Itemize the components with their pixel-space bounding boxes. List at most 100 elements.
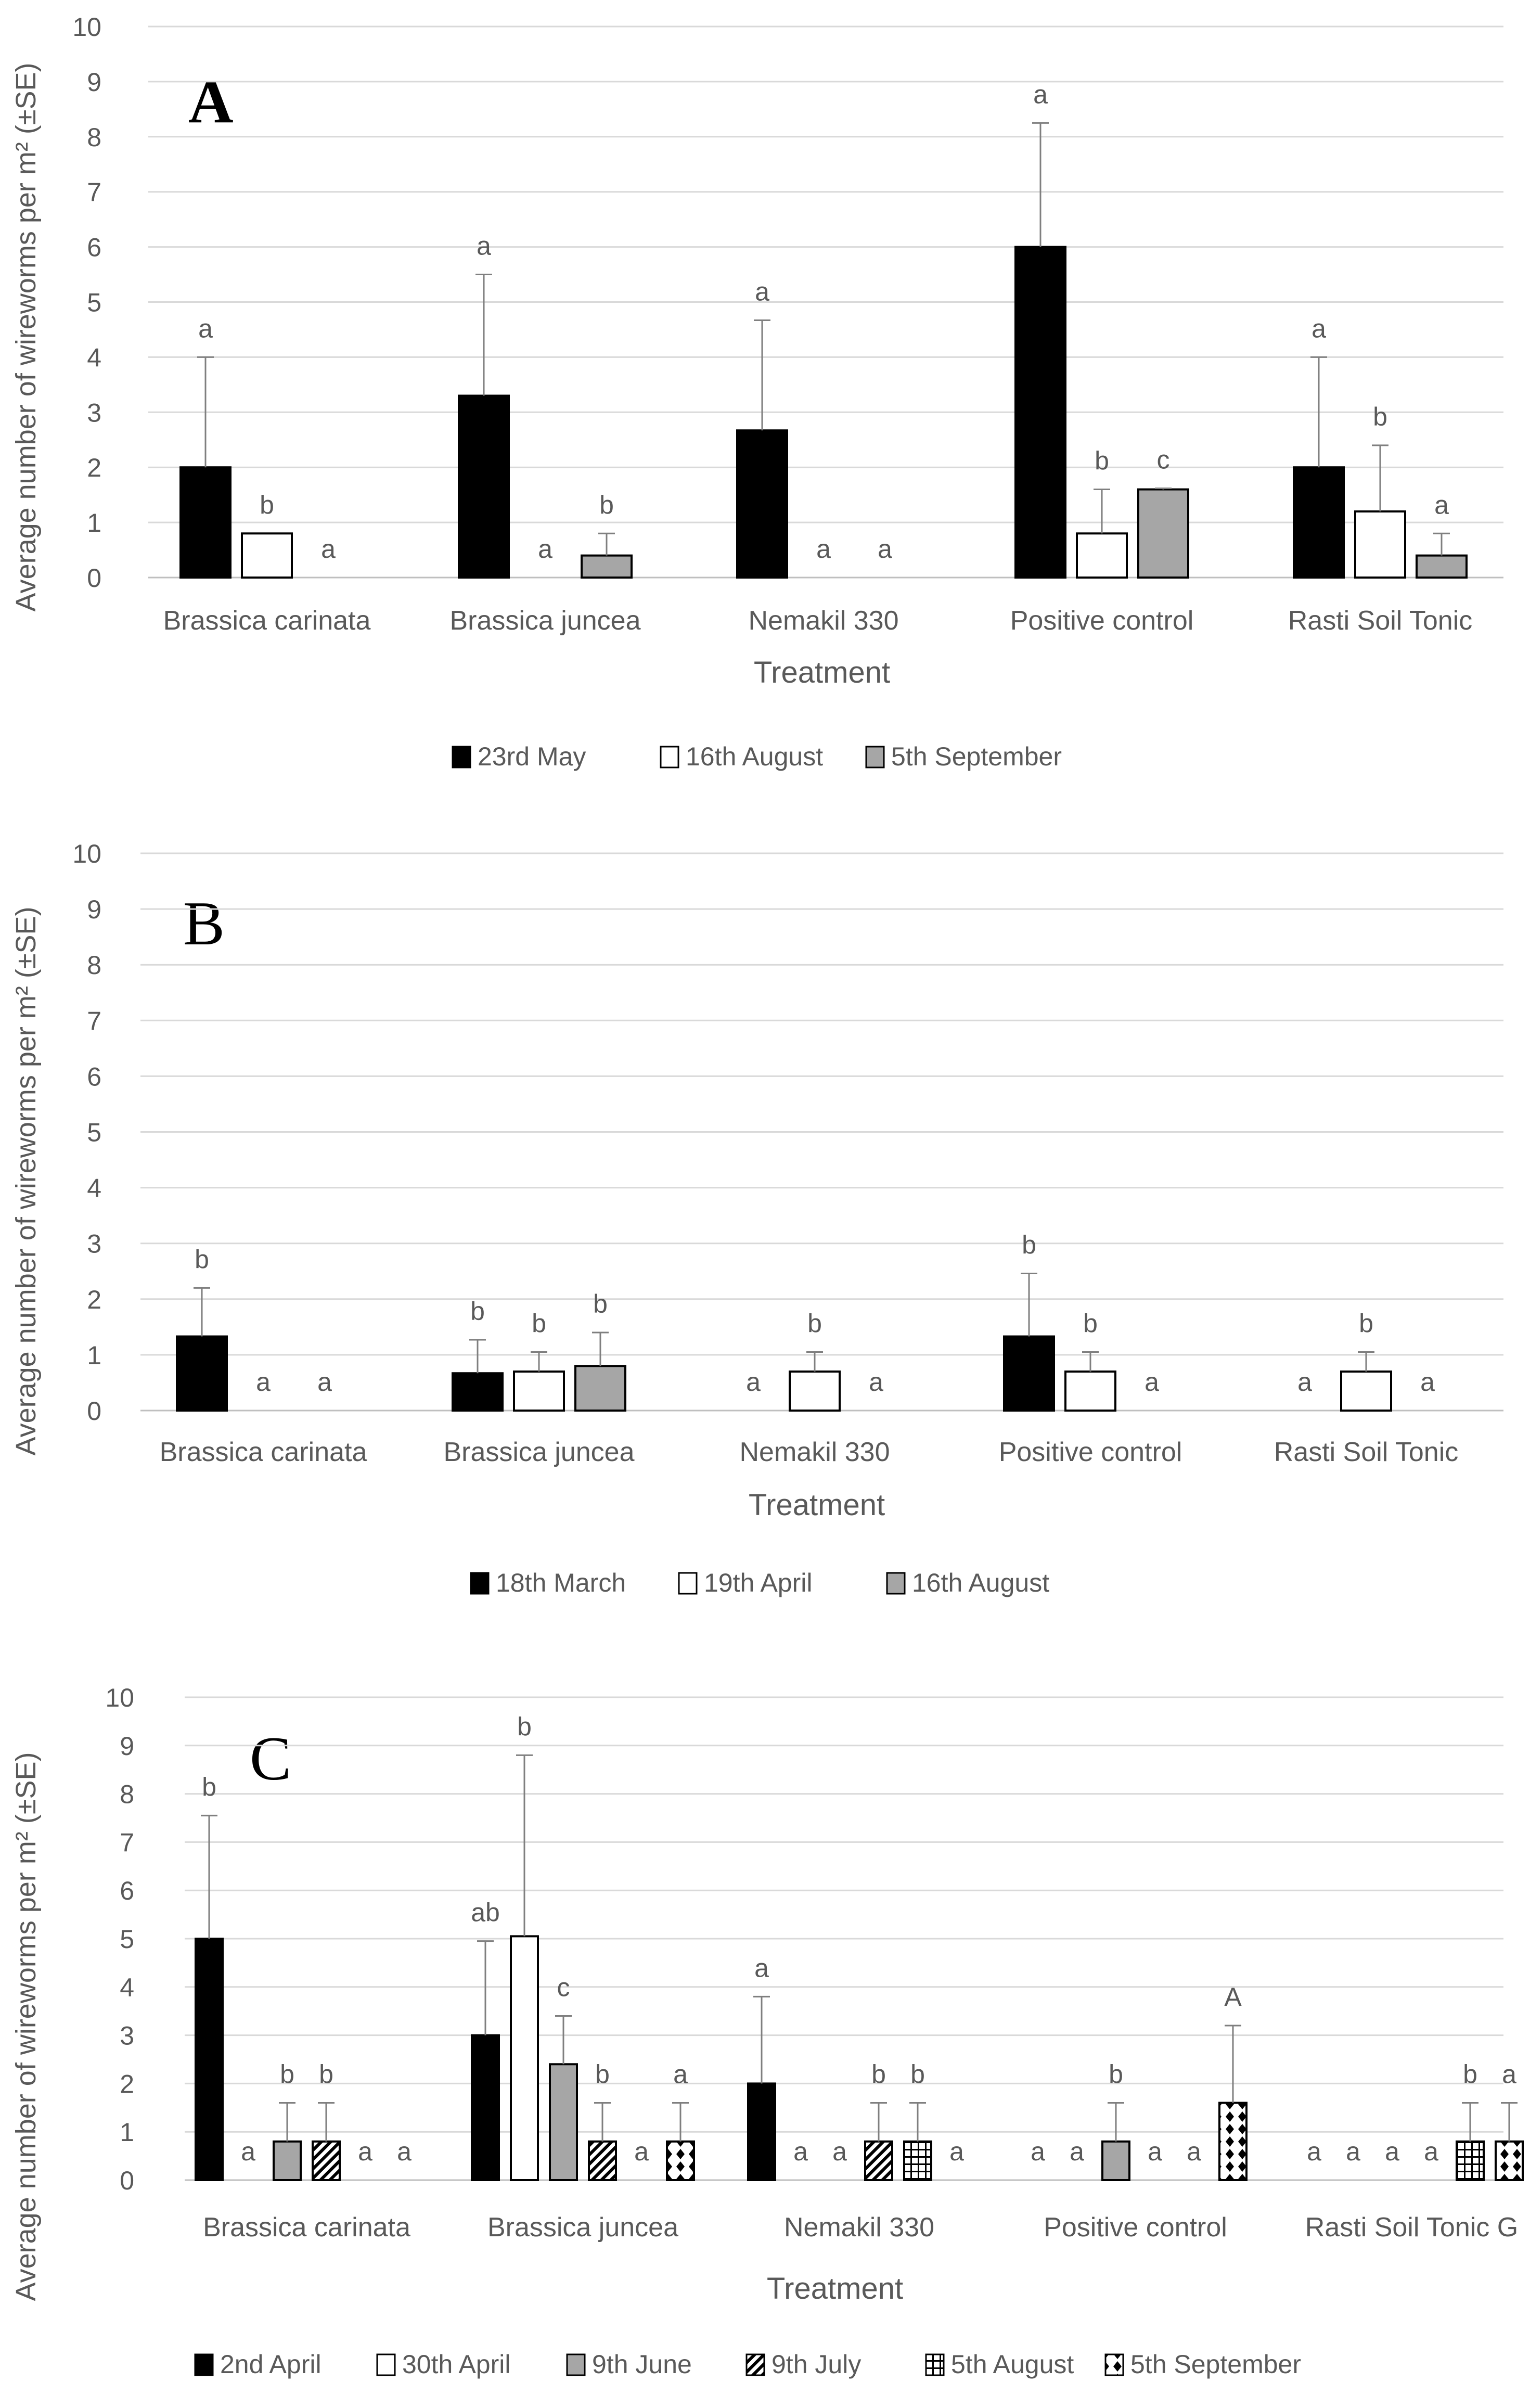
bar xyxy=(1101,2140,1130,2181)
x-tick-label: Brassica juncea xyxy=(487,2212,678,2243)
significance-letter: a xyxy=(1145,1367,1159,1397)
significance-letter: a xyxy=(538,534,552,563)
x-tick-label: Brassica carinata xyxy=(160,1437,367,1467)
bar xyxy=(588,2140,617,2181)
x-tick-label: Rasti Soil Tonic xyxy=(1288,606,1473,636)
legend-swatch xyxy=(745,2353,765,2376)
y-tick-label: 6 xyxy=(87,1062,101,1091)
bar xyxy=(1354,510,1406,579)
significance-letter: a xyxy=(1420,1367,1435,1397)
y-tick-label: 5 xyxy=(87,1118,101,1147)
x-tick-label: Nemakil 330 xyxy=(739,1437,890,1467)
legend-label: 30th April xyxy=(402,2350,510,2379)
bar xyxy=(789,1370,841,1412)
x-axis-title: Treatment xyxy=(767,2272,903,2305)
legend-label: 5th August xyxy=(951,2350,1074,2379)
significance-letter: b xyxy=(807,1309,822,1338)
significance-letter: a xyxy=(755,277,769,306)
legend-swatch xyxy=(470,1572,490,1595)
x-tick-label: Brassica carinata xyxy=(203,2212,410,2243)
y-tick-label: 6 xyxy=(87,233,101,262)
significance-letter: a xyxy=(816,534,831,563)
y-tick-label: 3 xyxy=(120,2021,134,2051)
significance-letter: a xyxy=(198,314,213,343)
y-tick-label: 0 xyxy=(87,1397,101,1426)
legend-swatch xyxy=(865,746,885,768)
legend-swatch xyxy=(566,2353,586,2376)
y-tick-label: 10 xyxy=(105,1683,134,1712)
y-tick-label: 8 xyxy=(87,123,101,152)
bar xyxy=(864,2140,893,2181)
y-tick-label: 2 xyxy=(120,2069,134,2098)
bar xyxy=(312,2140,341,2181)
significance-letter: a xyxy=(1297,1367,1312,1397)
chart-panel-a: A 0 1 2 3 4 5 6 7 8 9 10 Brassica carinata a b a Brassi… xyxy=(10,12,1503,771)
bar xyxy=(747,2082,776,2181)
significance-letter: a xyxy=(397,2137,412,2166)
significance-letter: a xyxy=(477,232,491,261)
significance-letter: a xyxy=(321,534,336,563)
bar xyxy=(574,1365,626,1412)
significance-letter: c xyxy=(557,1972,570,2002)
bar xyxy=(1340,1370,1392,1412)
legend-swatch xyxy=(886,1572,906,1595)
legend-swatch xyxy=(376,2353,396,2376)
bar xyxy=(513,1370,565,1412)
significance-letter: a xyxy=(1070,2137,1084,2166)
significance-letter: a xyxy=(1346,2137,1360,2166)
significance-letter: a xyxy=(1502,2060,1516,2089)
bar xyxy=(581,554,633,579)
bar xyxy=(176,1335,228,1412)
y-tick-label: 7 xyxy=(120,1828,134,1857)
x-axis-title: Treatment xyxy=(754,656,890,689)
significance-letter: a xyxy=(1187,2137,1201,2166)
y-tick-label: 5 xyxy=(120,1925,134,1954)
significance-letter: a xyxy=(1385,2137,1399,2166)
bar xyxy=(1218,2102,1248,2182)
bar xyxy=(1293,466,1345,579)
y-tick-label: 10 xyxy=(72,839,101,868)
y-tick-label: 2 xyxy=(87,453,101,482)
x-tick-label: Rasti Soil Tonic xyxy=(1274,1437,1459,1467)
panel-letter: B xyxy=(183,889,225,958)
bar xyxy=(1495,2140,1524,2181)
bar xyxy=(273,2140,302,2181)
x-axis-title: Treatment xyxy=(749,1488,885,1522)
significance-letter: b xyxy=(470,1297,485,1326)
bar xyxy=(903,2140,932,2181)
significance-letter: b xyxy=(599,490,614,519)
significance-letter: a xyxy=(832,2137,847,2166)
significance-letter: a xyxy=(746,1367,761,1397)
significance-letter: a xyxy=(241,2137,255,2166)
significance-letter: b xyxy=(202,1772,216,1801)
y-tick-label: 0 xyxy=(120,2166,134,2195)
significance-letter: b xyxy=(1373,402,1387,431)
x-tick-label: Nemakil 330 xyxy=(748,606,898,636)
legend-label: 19th April xyxy=(704,1568,812,1597)
bar xyxy=(458,394,510,579)
y-tick-label: 9 xyxy=(87,895,101,924)
significance-letter: b xyxy=(1109,2060,1123,2089)
significance-letter: a xyxy=(317,1367,332,1397)
significance-letter: a xyxy=(1148,2137,1162,2166)
bar xyxy=(510,1935,539,2182)
y-tick-label: 9 xyxy=(87,68,101,97)
legend-label: 18th March xyxy=(496,1568,626,1597)
x-tick-label: Brassica juncea xyxy=(443,1437,634,1467)
y-tick-label: 9 xyxy=(120,1732,134,1761)
legend-label: 23rd May xyxy=(478,742,586,771)
significance-letter: b xyxy=(593,1289,608,1318)
significance-letter: b xyxy=(1095,446,1109,476)
significance-letter: a xyxy=(256,1367,271,1397)
legend-swatch xyxy=(194,2353,214,2376)
legend-label: 9th July xyxy=(772,2350,861,2379)
bar xyxy=(666,2140,695,2181)
y-tick-label: 7 xyxy=(87,178,101,207)
x-tick-label: Positive control xyxy=(1044,2212,1227,2243)
significance-letter: b xyxy=(1463,2060,1477,2089)
significance-letter: b xyxy=(280,2060,294,2089)
bar xyxy=(241,532,293,579)
bar xyxy=(1014,246,1066,579)
legend-label: 5th September xyxy=(1130,2350,1301,2379)
